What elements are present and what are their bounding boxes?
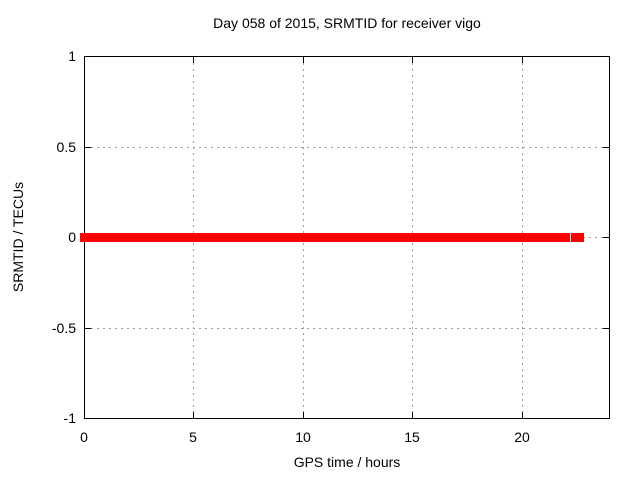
chart-title: Day 058 of 2015, SRMTID for receiver vig…: [213, 15, 481, 31]
y-tick-mark-right: [603, 418, 609, 419]
gridline-horizontal: [85, 147, 609, 148]
y-tick-mark-right: [603, 56, 609, 57]
x-tick-mark-top: [522, 57, 523, 63]
x-tick-mark-top: [84, 57, 85, 63]
x-tick-label: 0: [80, 429, 88, 445]
series-segment: [80, 233, 570, 242]
x-tick-mark-top: [303, 57, 304, 63]
x-tick-label: 15: [404, 429, 420, 445]
x-tick-mark: [193, 412, 194, 418]
x-tick-label: 10: [295, 429, 311, 445]
y-tick-mark: [85, 418, 91, 419]
y-tick-mark: [85, 147, 91, 148]
y-tick-mark-right: [603, 147, 609, 148]
y-tick-mark-right: [603, 328, 609, 329]
y-tick-label: 0.5: [56, 139, 76, 155]
y-tick-label: 1: [68, 48, 76, 64]
y-tick-mark: [85, 328, 91, 329]
series-segment: [571, 233, 584, 242]
x-tick-mark: [84, 412, 85, 418]
x-tick-label: 20: [514, 429, 530, 445]
x-tick-mark-top: [412, 57, 413, 63]
y-tick-label: 0: [68, 229, 76, 245]
y-tick-mark-right: [603, 237, 609, 238]
gridline-horizontal: [85, 328, 609, 329]
x-tick-label: 5: [189, 429, 197, 445]
y-tick-mark: [85, 56, 91, 57]
x-tick-mark: [522, 412, 523, 418]
y-tick-label: -0.5: [51, 320, 76, 336]
y-tick-label: -1: [63, 410, 76, 426]
x-axis-label: GPS time / hours: [293, 454, 401, 470]
x-tick-mark: [303, 412, 304, 418]
x-tick-mark-top: [193, 57, 194, 63]
x-tick-mark: [412, 412, 413, 418]
